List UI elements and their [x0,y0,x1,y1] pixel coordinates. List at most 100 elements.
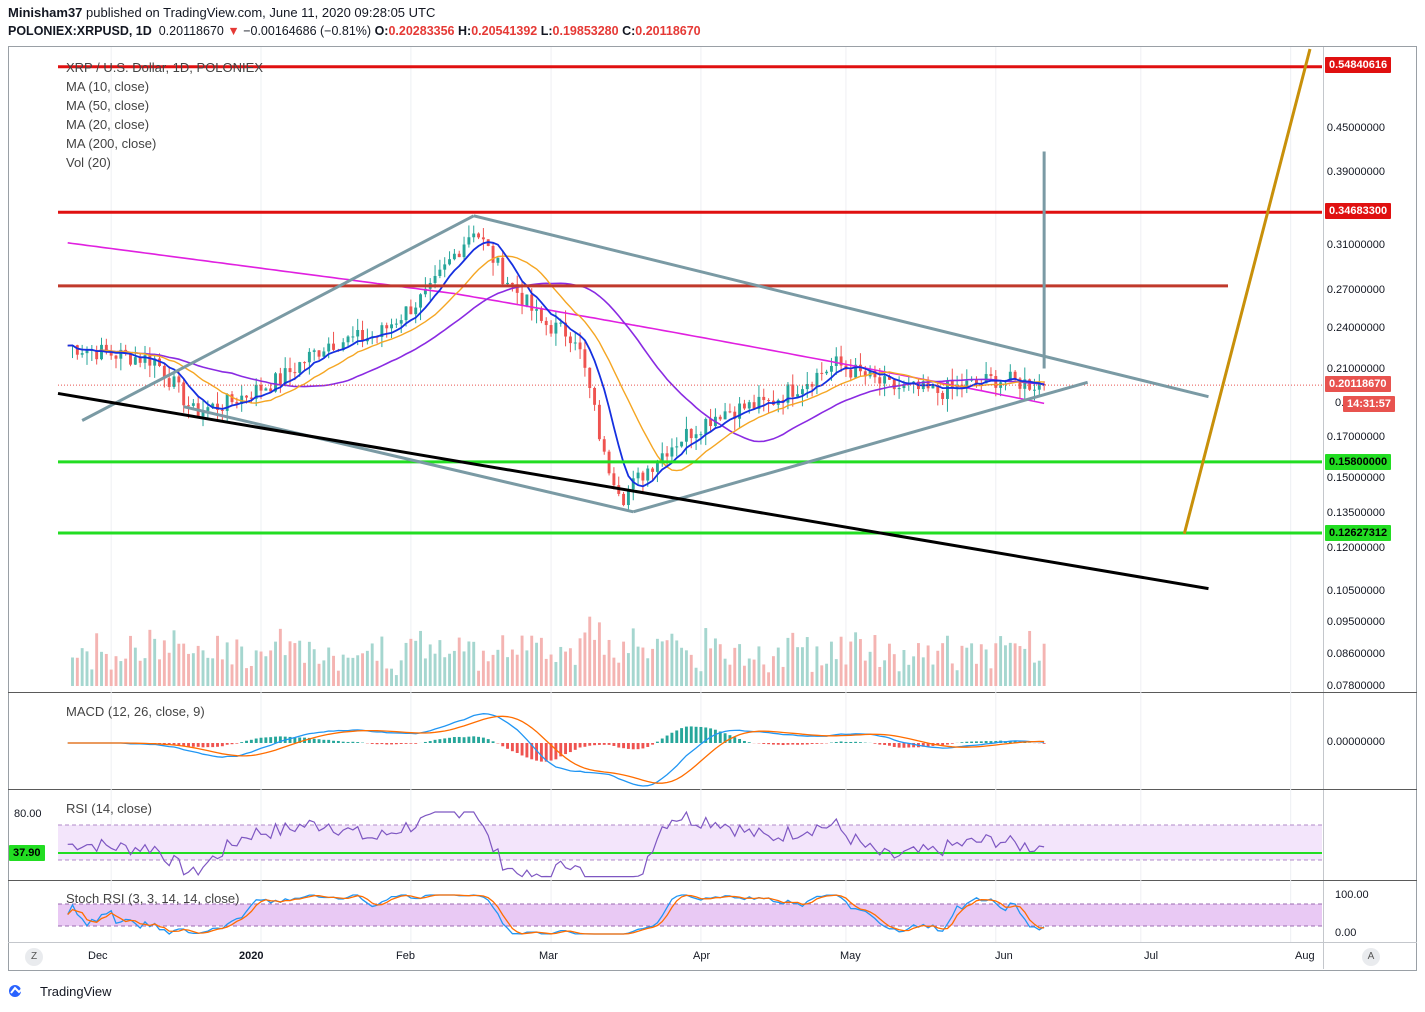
macd-histogram-bar [245,740,248,743]
stoch-legend: Stoch RSI (3, 3, 14, 14, close) [66,891,240,906]
time-tick: Mar [539,950,558,962]
price-tick: 0.08600000 [1326,648,1385,660]
macd-histogram-bar [941,743,945,746]
current-price-tag: 0.20118670 [1325,376,1391,392]
macd-histogram-bar [196,743,200,747]
pane-separator-stoch[interactable] [8,880,1417,881]
macd-histogram-bar [989,741,993,743]
auto-scale-button[interactable]: A [1362,948,1380,966]
macd-histogram-bar [172,743,176,745]
volume-bar [636,646,640,686]
volume-bar [399,660,403,686]
candle-body [293,372,297,374]
zoom-button[interactable]: Z [25,948,43,966]
candle-body [230,394,234,403]
pane-separator-macd[interactable] [8,692,1417,693]
macd-histogram-bar [858,742,862,743]
macd-histogram-bar [472,736,476,743]
candle-body [254,384,258,399]
volume-bar [278,628,282,686]
volume-bar [452,650,456,686]
volume-bar [926,645,930,686]
price-tick: 0.07800000 [1326,680,1385,692]
volume-bar [568,648,572,686]
volume-bar [994,643,998,686]
time-tick: Aug [1295,950,1315,962]
channel-line [57,391,1209,591]
macd-histogram-bar [481,737,485,743]
macd-histogram-bar [240,742,244,743]
macd-histogram-bar [322,739,326,743]
volume-bar [631,628,635,686]
candle-body [834,356,838,366]
volume-bar [641,647,645,686]
pane-separator-rsi[interactable] [8,789,1417,790]
candle-body [288,368,292,373]
volume-bar [1004,645,1007,686]
macd-histogram-bar [849,741,853,743]
macd-histogram-bar [926,743,930,747]
candle-body [694,434,698,439]
candle-body [975,379,978,384]
candle-body [641,472,645,481]
candle-body [738,403,742,419]
volume-bar [327,647,331,686]
price-tick: 0.21000000 [1326,363,1385,375]
candle-body [564,322,568,337]
candle-body [723,411,727,420]
candle-body [303,362,306,364]
candle-body [796,394,800,397]
volume-bar [1033,662,1036,686]
volume-bar [332,655,335,686]
candle-body [897,388,901,390]
volume-bar [158,659,161,686]
volume-bar [351,657,355,686]
macd-histogram-bar [771,743,775,745]
candle-body [815,372,819,387]
macd-histogram-bar [264,737,268,743]
candle-body [438,269,442,276]
volume-bar [264,656,268,686]
candle-body [501,257,505,285]
volume-bar [394,675,398,686]
macd-histogram-bar [520,743,524,756]
resistance-tag-1: 0.54840616 [1325,57,1392,73]
volume-bar [129,635,132,686]
volume-bar [771,656,775,686]
macd-histogram-bar [211,743,215,748]
macd-histogram-bar [791,743,795,745]
macd-histogram-bar [399,743,403,744]
chart-frame[interactable] [8,46,1417,971]
volume-bar [684,650,688,686]
volume-bar [863,660,867,686]
published-text: published on TradingView.com, June 11, 2… [86,5,436,20]
price-tick: 0.45000000 [1326,122,1385,134]
volume-bar [728,664,732,686]
candle-body [138,357,142,363]
rsi-band [58,825,1322,860]
volume-bar [206,657,210,686]
volume-bar [90,669,94,686]
ohlc-header: POLONIEX:XRPUSD, 1D 0.20118670 ▼ −0.0016… [8,24,701,38]
time-tick: Dec [88,950,108,962]
candle-body [433,275,437,283]
macd-histogram-bar [433,739,437,743]
macd-histogram-bar [385,743,389,745]
rsi-legend: RSI (14, close) [66,801,152,816]
price-tick: 0.24000000 [1326,322,1385,334]
macd-histogram-bar [979,741,983,743]
macd-histogram-bar [960,742,964,743]
candle-body [477,233,481,238]
volume-bar [849,641,853,686]
volume-bar [622,641,626,686]
volume-bar [612,657,616,686]
volume-bar [419,630,422,686]
macd-histogram-bar [486,739,490,743]
volume-bar [477,670,481,686]
tradingview-brand[interactable]: TradingView [8,983,112,999]
volume-bar [293,643,297,686]
candle-body [95,349,99,360]
time-tick: 2020 [239,950,264,962]
candle-body [825,371,829,374]
